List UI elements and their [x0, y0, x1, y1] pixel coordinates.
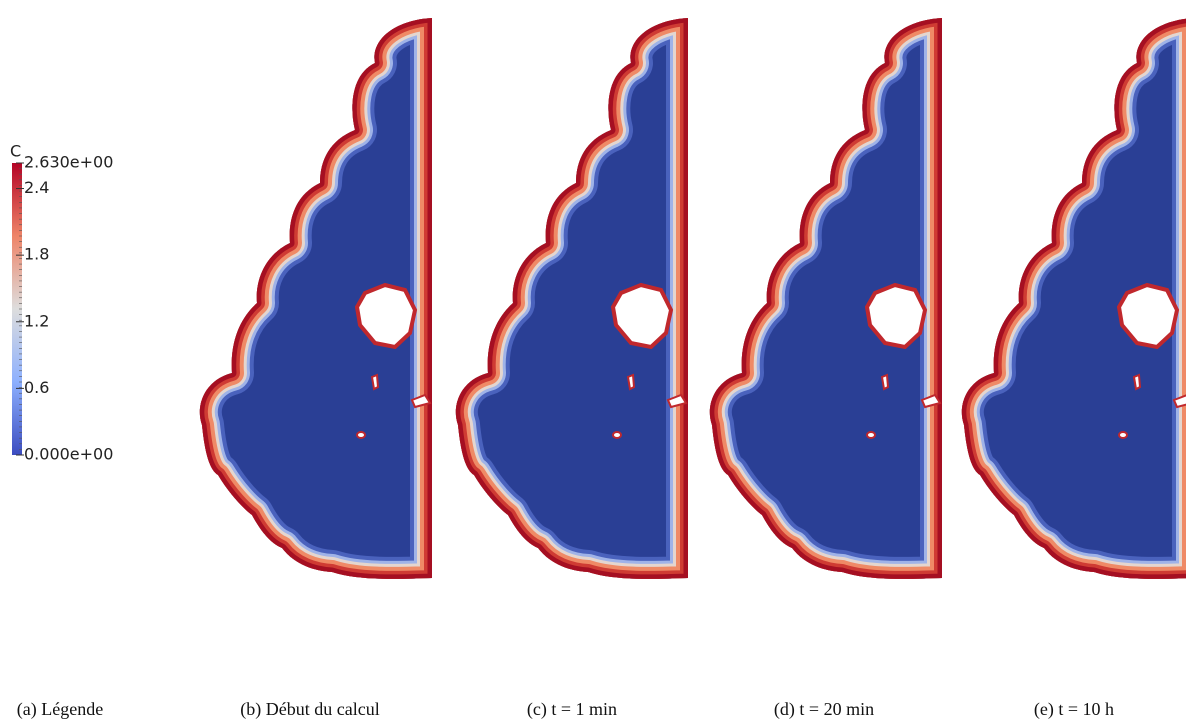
colorbar-ticks: 2.630e+00 2.4 1.8 1.2 0.6 0.000e+00 — [16, 153, 113, 464]
panel-b — [200, 18, 432, 579]
caption: (e) t = 10 h — [1034, 699, 1114, 720]
tick-label: 1.2 — [24, 311, 49, 330]
tick-label: 2.630e+00 — [24, 153, 113, 172]
legend-title: C — [10, 142, 21, 161]
caption: (c) t = 1 min — [527, 699, 617, 720]
panel-c — [456, 18, 688, 579]
tick-label: 0.6 — [24, 378, 49, 397]
caption: (d) t = 20 min — [774, 699, 874, 720]
tick-label: 1.8 — [24, 245, 49, 264]
panel-d — [710, 18, 942, 579]
tick-label: 0.000e+00 — [24, 445, 113, 464]
panel-e — [962, 18, 1186, 579]
tick-label: 2.4 — [24, 178, 49, 197]
caption: (a) Légende — [17, 699, 103, 720]
colorbar — [12, 163, 22, 455]
caption: (b) Début du calcul — [240, 699, 379, 720]
